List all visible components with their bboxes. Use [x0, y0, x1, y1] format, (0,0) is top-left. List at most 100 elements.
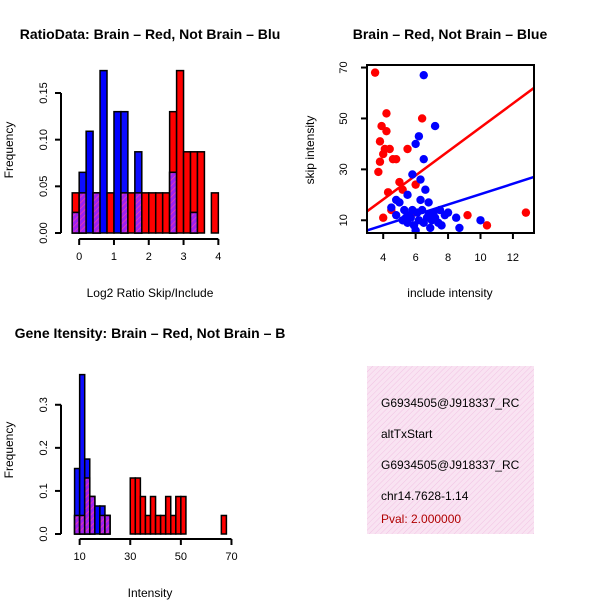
c1-axes-x-tick-label-4: 4	[215, 251, 221, 263]
scatter-point-brain-8	[382, 109, 391, 118]
c3-bars-brain-bar-20	[175, 495, 182, 535]
c3-bars-brain-bar-29	[220, 514, 228, 535]
c3-bars-brain-bar-15	[149, 495, 157, 535]
c1-axes-x-tick-label-0: 0	[76, 251, 82, 263]
c3-axes-x-tick-label-2: 50	[175, 551, 187, 563]
ratio-histogram-axes: 0 1 2 3 4 0.00 0.05 0.10 0.15	[38, 82, 221, 263]
scatter-x-tick-label-4: 12	[507, 252, 519, 264]
c3-axes-x-tick-label-3: 70	[225, 551, 237, 563]
scatter-point-notbrain-3	[411, 139, 420, 149]
ratio-histogram: RatioData: Brain – Red, Not Brain – Blu …	[2, 26, 280, 300]
scatter-point-notbrain-36	[455, 223, 464, 233]
info-panel: G6934505@J918337_RC altTxStart G6934505@…	[367, 366, 534, 534]
scatter-point-notbrain-34	[443, 208, 453, 217]
c1-axes-y-tick-label-3: 0.15	[38, 82, 50, 103]
scatter-point-notbrain-37	[476, 216, 485, 225]
scatter-x-tick-label-0: 4	[380, 252, 386, 264]
intensity-histogram-bars	[73, 373, 228, 535]
scatter-point-brain-3	[375, 137, 385, 146]
c3-bars-overlap-bar-5	[99, 514, 106, 535]
c1-bars-brain-bar-18	[196, 151, 206, 234]
scatter-point-notbrain-22	[417, 205, 427, 215]
scatter-y-tick-label-3: 70	[338, 61, 350, 73]
c1-bars-overlap-bar-0	[71, 211, 80, 234]
scatter-point-brain-7	[382, 126, 391, 136]
scatter-x-tick-label-2: 8	[445, 252, 451, 264]
scatter-point-notbrain-7	[387, 203, 396, 212]
intensity-scatter: Brain – Red, Not Brain – Blue 4 6 8 10 12 10 3…	[303, 26, 547, 300]
c1-bars-notbrain-bar-6	[113, 110, 122, 234]
scatter-point-brain-13	[379, 213, 388, 222]
scatter-point-notbrain-15	[406, 213, 415, 222]
c3-bars-brain-bar-19	[169, 514, 177, 535]
scatter-point-notbrain-8	[391, 210, 401, 220]
scatter-point-notbrain-21	[416, 195, 425, 205]
c1-axes-y-tick-label-2: 0.10	[38, 129, 50, 150]
c3-axes-x-tick-label-1: 30	[124, 551, 136, 563]
scatter-point-brain-20	[482, 221, 492, 230]
intensity-histogram-axes: 10 30 50 70 0.0 0.1 0.2 0.3	[38, 397, 238, 563]
scatter-point-notbrain-5	[408, 170, 417, 179]
scatter-ylabel: skip intensity	[303, 116, 317, 185]
info-probe-id: G6934505@J918337_RC	[381, 396, 520, 410]
info-probe-id-2: G6934505@J918337_RC	[381, 458, 520, 472]
scatter-point-brain-22	[395, 177, 404, 187]
c3-bars-brain-bar-12	[134, 477, 142, 535]
c1-bars-overlap-bar-1	[78, 192, 87, 234]
intensity-histogram-title: Gene Itensity: Brain – Red, Not Brain – …	[15, 325, 286, 341]
c3-bars-brain-bar-14	[144, 514, 152, 535]
c1-bars-overlap-bar-3	[92, 192, 101, 234]
c1-axes-y-tick-label-1: 0.05	[38, 176, 50, 197]
scatter-title: Brain – Red, Not Brain – Blue	[353, 26, 548, 42]
info-pval: Pval: 2.000000	[381, 512, 461, 526]
scatter-point-brain-12	[383, 188, 393, 197]
scatter-point-notbrain-41	[435, 205, 445, 215]
scatter-point-notbrain-27	[426, 223, 435, 233]
ratio-histogram-bars	[71, 69, 220, 234]
c1-bars-brain-bar-12	[154, 192, 164, 234]
scatter-plot-frame	[366, 64, 535, 234]
info-event-type: altTxStart	[381, 427, 433, 441]
c3-bars-notbrain-bar-4	[94, 505, 101, 535]
scatter-point-brain-16	[403, 144, 412, 154]
c3-bars-overlap-bar-0	[73, 514, 81, 535]
c3-axes-x-tick-label-0: 10	[74, 551, 86, 563]
c3-bars-brain-bar-21	[180, 495, 187, 535]
scatter-point-brain-9	[385, 144, 394, 154]
c1-bars-overlap-bar-7	[120, 192, 129, 234]
c1-bars-brain-bar-16	[182, 151, 192, 234]
c1-bars-brain-bar-15	[175, 69, 185, 234]
c3-axes-y-tick-label-0: 0.0	[38, 526, 50, 541]
c3-axes-y-tick-label-1: 0.1	[38, 483, 50, 498]
scatter-point-notbrain-35	[451, 213, 461, 222]
c1-bars-notbrain-bar-4	[99, 69, 108, 234]
info-location: chr14.7628-1.14	[381, 489, 469, 503]
info-panel-box: G6934505@J918337_RC altTxStart G6934505@…	[367, 366, 534, 534]
c1-bars-brain-bar-10	[141, 192, 150, 234]
scatter-point-notbrain-40	[391, 195, 401, 205]
scatter-point-notbrain-2	[414, 132, 424, 141]
scatter-axes: 4 6 8 10 12 10 30 50 70	[338, 61, 519, 264]
c3-bars-brain-bar-17	[159, 514, 167, 535]
scatter-brain-fit-line	[367, 86, 534, 213]
scatter-point-notbrain-38	[403, 190, 412, 200]
c3-axes-y-tick-label-3: 0.3	[38, 397, 50, 412]
c1-bars-overlap-bar-14	[168, 171, 178, 234]
scatter-y-tick-label-0: 10	[338, 214, 350, 226]
c3-bars-overlap-bar-3	[89, 495, 96, 535]
scatter-points	[367, 68, 534, 233]
scatter-point-notbrain-24	[421, 185, 430, 194]
c1-bars-overlap-bar-17	[189, 211, 199, 234]
scatter-notbrain-fit-line	[367, 175, 534, 232]
c1-bars-brain-bar-5	[106, 192, 115, 234]
c1-bars-brain-bar-8	[127, 192, 136, 234]
scatter-x-tick-label-1: 6	[413, 252, 419, 264]
c1-bars-brain-bar-20	[210, 192, 220, 234]
ratio-histogram-ylabel: Frequency	[2, 122, 16, 179]
scatter-point-notbrain-39	[424, 198, 433, 207]
c1-axes-x-tick-label-1: 1	[111, 251, 117, 263]
c3-bars-brain-bar-16	[154, 514, 162, 535]
c1-axes-y-tick-label-0: 0.00	[38, 222, 50, 243]
scatter-point-brain-11	[391, 154, 401, 164]
c3-bars-brain-bar-11	[129, 477, 137, 535]
